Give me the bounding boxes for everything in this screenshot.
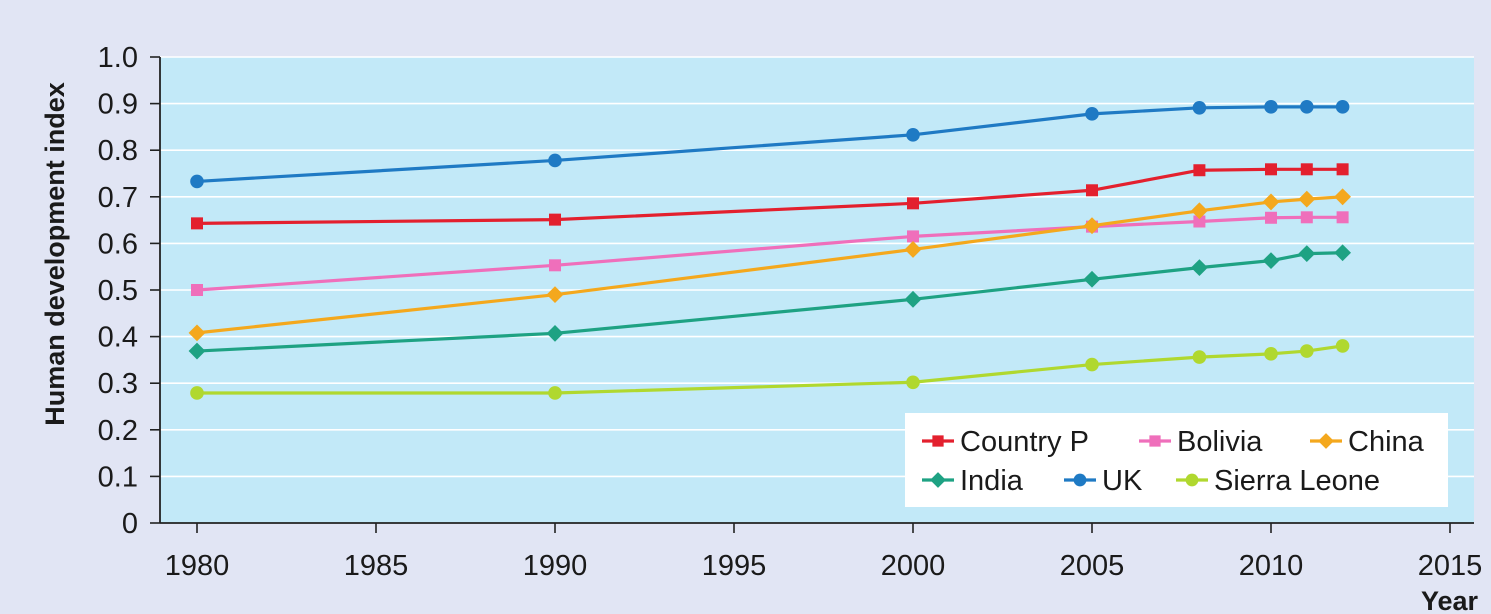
x-tick-label: 2000 — [881, 550, 946, 582]
data-point-bolivia — [1193, 215, 1206, 228]
y-tick-label: 0.8 — [98, 135, 138, 167]
x-tick-label: 2005 — [1060, 550, 1125, 582]
x-axis-title: Year — [1421, 586, 1479, 614]
data-point-china — [188, 324, 206, 342]
data-point-uk — [906, 128, 920, 142]
y-tick-label: 0.2 — [98, 415, 138, 447]
x-tick-label: 1985 — [344, 550, 409, 582]
data-point-india — [1298, 245, 1316, 263]
data-point-country-p — [907, 197, 919, 210]
data-point-uk — [1300, 100, 1314, 114]
data-point-bolivia — [1336, 211, 1349, 224]
data-point-china — [1298, 190, 1316, 208]
legend-label-sierra-leone: Sierra Leone — [1214, 465, 1380, 497]
legend-label-china: China — [1348, 426, 1425, 458]
y-tick-label: 0.3 — [98, 368, 138, 400]
legend-marker-india — [930, 472, 946, 488]
data-point-country-p — [1086, 184, 1098, 197]
data-point-country-p — [1265, 163, 1277, 176]
legend-marker-china — [1318, 433, 1334, 449]
data-point-china — [546, 286, 564, 304]
data-point-country-p — [1336, 163, 1349, 176]
y-tick-label: 0 — [122, 508, 138, 540]
data-point-uk — [190, 174, 204, 189]
data-point-india — [1334, 244, 1351, 262]
legend-label-india: India — [960, 465, 1024, 497]
data-point-sierra-leone — [1264, 347, 1278, 361]
x-tick-label: 1980 — [165, 550, 230, 582]
y-tick-label: 1.0 — [98, 42, 138, 74]
data-point-sierra-leone — [906, 375, 920, 390]
data-point-china — [1334, 188, 1351, 206]
data-point-uk — [1264, 100, 1278, 114]
data-point-sierra-leone — [1192, 350, 1207, 364]
legend-label-country-p: Country P — [960, 426, 1089, 458]
legend-marker-bolivia — [1149, 435, 1161, 447]
data-point-country-p — [549, 213, 561, 226]
y-tick-label: 0.1 — [98, 461, 138, 493]
data-point-uk — [1085, 107, 1099, 121]
data-point-uk — [1335, 100, 1350, 114]
data-point-sierra-leone — [548, 386, 562, 400]
axes: 0 0.1 0.2 0.3 0.4 0.5 0.6 0.7 0.8 0.9 1.0 1980 1985 1… — [98, 42, 1483, 582]
y-axis-title: Human development index — [40, 82, 70, 426]
data-point-country-p — [191, 217, 203, 230]
legend-marker-country-p — [932, 435, 944, 447]
data-point-uk — [1192, 100, 1207, 115]
data-point-india — [904, 290, 922, 308]
data-point-sierra-leone — [1300, 344, 1314, 358]
data-point-bolivia — [907, 230, 919, 243]
data-point-india — [188, 342, 206, 360]
legend-label-bolivia: Bolivia — [1177, 426, 1263, 458]
x-tick-label: 1995 — [702, 550, 767, 582]
data-point-country-p — [1193, 164, 1206, 177]
y-tick-label: 0.9 — [98, 89, 138, 121]
data-point-bolivia — [191, 284, 203, 296]
data-point-bolivia — [1300, 211, 1313, 224]
y-tick-label: 0.4 — [98, 322, 138, 354]
data-point-china — [1083, 217, 1101, 235]
legend: Country P Bolivia China India UK Sierra Leone — [905, 413, 1448, 507]
legend-marker-sierra-leone — [1185, 473, 1199, 487]
data-point-sierra-leone — [1085, 357, 1099, 372]
data-point-uk — [548, 153, 562, 168]
y-tick-label: 0.5 — [98, 275, 138, 307]
data-point-india — [1262, 252, 1280, 270]
series-markers — [188, 100, 1351, 400]
data-point-india — [1191, 259, 1208, 277]
legend-box — [905, 413, 1448, 507]
data-point-bolivia — [1265, 211, 1277, 224]
data-point-china — [1191, 202, 1208, 220]
x-tick-label: 2010 — [1239, 550, 1304, 582]
data-point-china — [904, 241, 922, 258]
y-tick-label: 0.7 — [98, 182, 138, 214]
data-point-india — [1083, 270, 1101, 288]
legend-label-uk: UK — [1102, 465, 1143, 497]
x-tick-label: 2015 — [1418, 550, 1483, 582]
y-tick-label: 0.6 — [98, 228, 138, 260]
data-point-china — [1262, 193, 1280, 211]
legend-marker-uk — [1073, 473, 1087, 487]
data-point-bolivia — [549, 259, 561, 272]
data-point-sierra-leone — [190, 386, 204, 400]
data-point-country-p — [1300, 163, 1313, 176]
x-tick-label: 1990 — [523, 550, 588, 582]
data-point-sierra-leone — [1335, 339, 1350, 353]
data-point-india — [546, 324, 564, 342]
